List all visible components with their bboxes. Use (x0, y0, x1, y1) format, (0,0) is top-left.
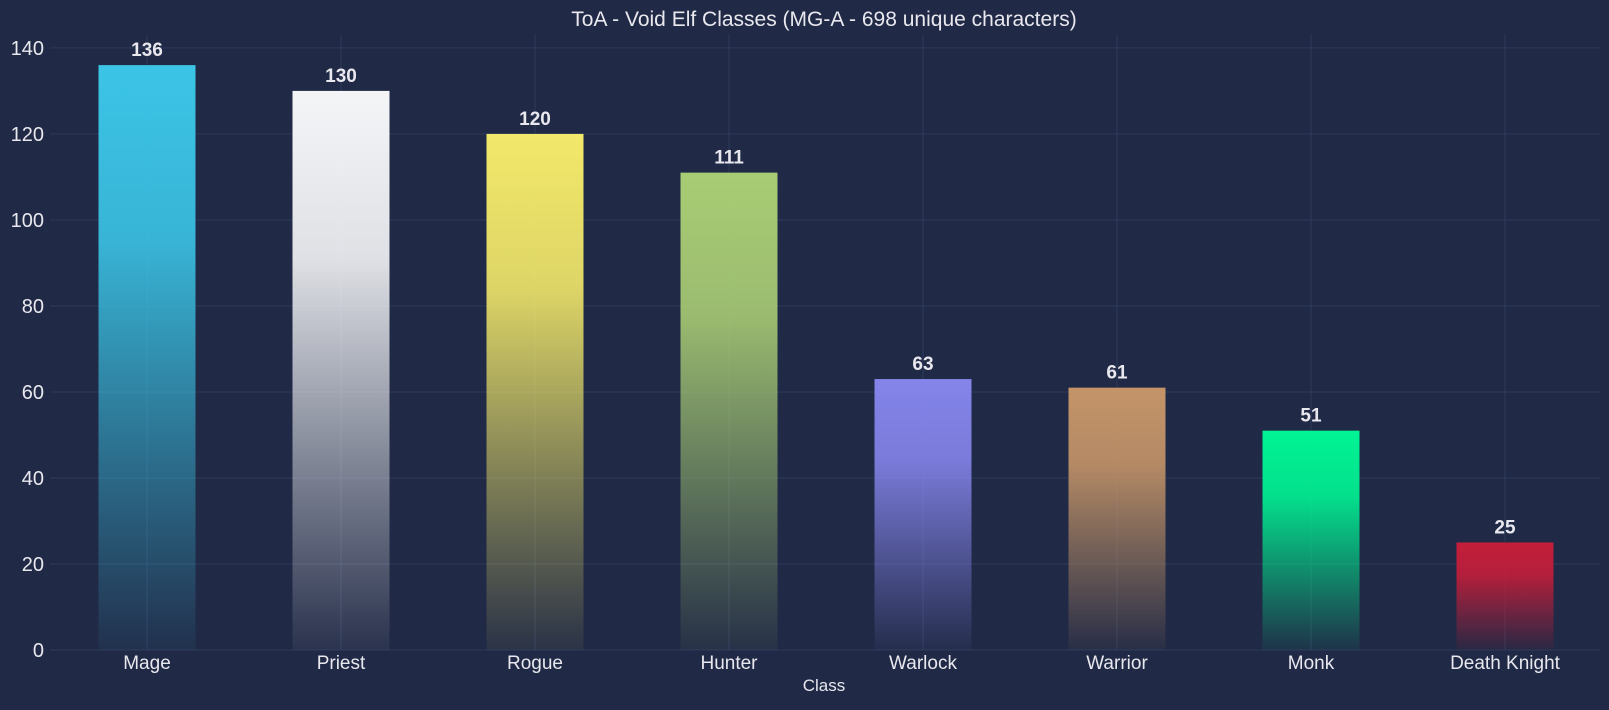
data-label: 61 (1106, 363, 1128, 384)
bar-priest (292, 90, 390, 651)
y-axis-ticks: 0 20 40 60 80 100 120 140 (11, 38, 44, 662)
y-tick-label: 0 (33, 640, 44, 662)
data-labels: 136 130 120 111 63 61 51 25 (131, 40, 1516, 538)
bar-rogue (486, 133, 584, 650)
bar-death-knight (1456, 542, 1554, 650)
x-axis-ticks: Mage Priest Rogue Hunter Warlock Warrior Monk D… (123, 653, 1560, 674)
x-tick-label: Hunter (700, 653, 758, 674)
bar-hunter (680, 172, 778, 650)
x-tick-label: Warrior (1086, 653, 1148, 674)
x-tick-label: Monk (1288, 653, 1335, 674)
x-tick-label: Mage (123, 653, 171, 674)
y-tick-label: 20 (22, 554, 44, 576)
y-tick-label: 60 (22, 382, 44, 404)
data-label: 130 (325, 66, 357, 87)
x-axis-label: Class (803, 676, 846, 695)
x-tick-label: Warlock (889, 653, 957, 674)
bar-warlock (874, 379, 972, 650)
bars (98, 65, 1554, 651)
data-label: 63 (912, 354, 933, 375)
y-tick-label: 40 (22, 468, 44, 490)
grid-lines (50, 35, 1600, 651)
data-label: 51 (1300, 406, 1322, 427)
bar-warrior (1068, 387, 1166, 650)
x-tick-label: Death Knight (1450, 653, 1561, 674)
bar-monk (1262, 430, 1360, 650)
data-label: 136 (131, 40, 163, 61)
x-tick-label: Rogue (507, 653, 563, 674)
x-tick-label: Priest (317, 653, 366, 674)
data-label: 120 (519, 109, 551, 130)
y-tick-label: 80 (22, 296, 44, 318)
data-label: 25 (1494, 517, 1516, 538)
chart-title: ToA - Void Elf Classes (MG-A - 698 uniqu… (571, 8, 1076, 31)
bar-mage (98, 65, 196, 650)
y-tick-label: 100 (11, 210, 44, 232)
data-label: 111 (714, 148, 744, 169)
y-tick-label: 140 (11, 38, 44, 60)
y-tick-label: 120 (11, 124, 44, 146)
